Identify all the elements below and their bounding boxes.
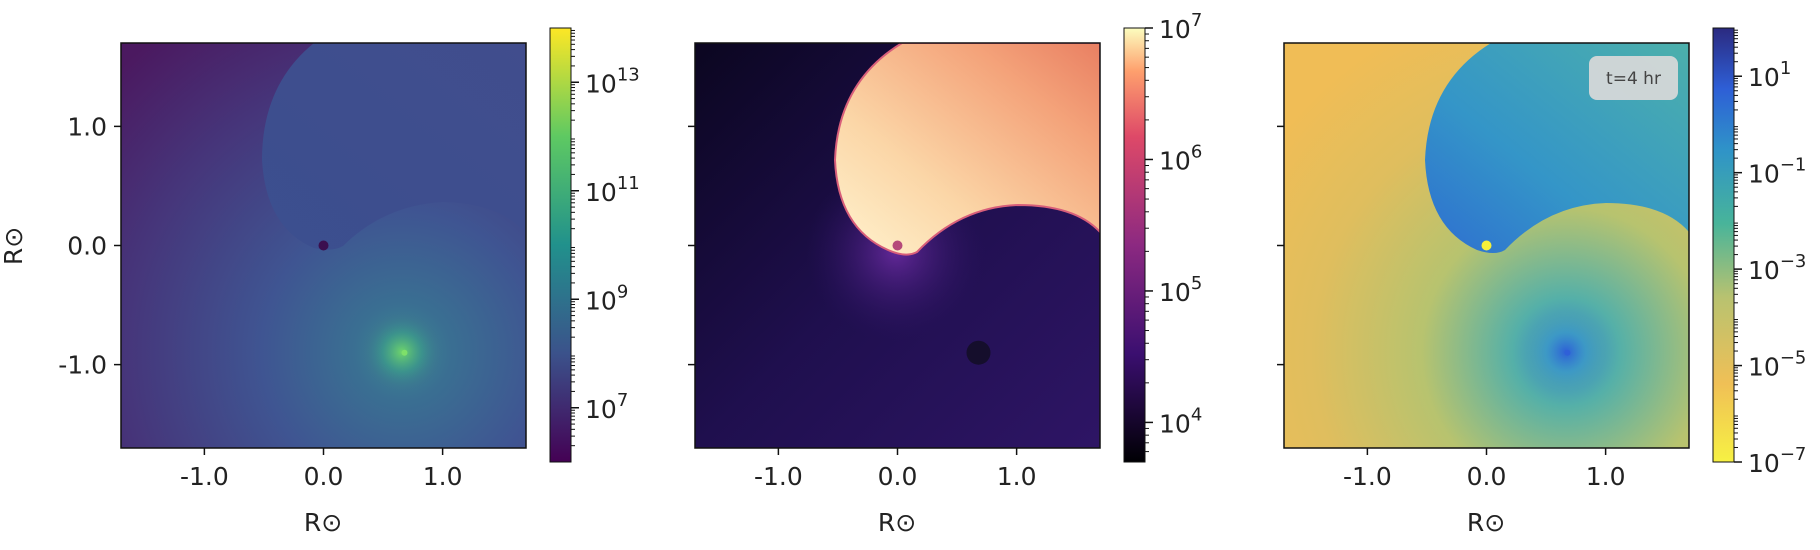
x-tick-label: 0.0 [1467, 462, 1507, 491]
marker-point [1564, 349, 1571, 356]
colorbar-tick-label: 10−5 [1748, 348, 1806, 382]
colorbar-tick-label: 10−7 [1748, 444, 1806, 478]
colorbar-tick-exponent: 9 [617, 281, 628, 302]
x-axis-label-2: R⊙ [878, 508, 916, 537]
colorbar-tick-base: 10 [1748, 63, 1780, 92]
axis-ticks-1: -1.0 0.0 1.0 1.0 0.0 -1.0 [58, 112, 462, 491]
heatmap-image-1 [121, 43, 526, 448]
x-tick-label: 1.0 [997, 462, 1037, 491]
axis-ticks-3: -1.0 0.0 1.0 [1277, 125, 1626, 491]
colorbar-tick-exponent: 5 [1191, 273, 1202, 294]
colorbar-tick-base: 10 [1748, 353, 1780, 382]
colorbar-tick-base: 10 [1748, 449, 1780, 478]
colorbar-tick-exponent: 7 [1191, 10, 1202, 31]
colorbar-tick-label: 105 [1159, 273, 1202, 307]
colorbar-tick-label: 1011 [585, 173, 640, 207]
colorbar-tick-exponent: 6 [1191, 141, 1202, 162]
marker-point [401, 349, 408, 356]
x-tick-label: -1.0 [754, 462, 803, 491]
markers-2 [892, 240, 991, 365]
colorbar-tick-label: 107 [1159, 10, 1202, 44]
x-axis-label-1: R⊙ [304, 508, 342, 537]
colorbar-tick-base: 10 [585, 69, 617, 98]
colorbar-1 [549, 27, 572, 463]
time-annotation-box: t=4 hr [1589, 56, 1678, 100]
colorbar-tick-base: 10 [1159, 278, 1191, 307]
x-axis-label-3: R⊙ [1467, 508, 1505, 537]
panel-1: -1.0 0.0 1.01.00.0-1.0 R⊙ R⊙ 1013101110910… [0, 27, 640, 537]
colorbar-tick-label: 104 [1159, 404, 1202, 438]
colorbar-tick-exponent: 1 [1780, 58, 1791, 79]
colorbar-3 [1712, 27, 1735, 463]
markers-1 [318, 240, 408, 356]
x-tick-label: -1.0 [1343, 462, 1392, 491]
colorbar-tick-exponent: −1 [1780, 155, 1807, 176]
colorbar-tick-label: 1013 [585, 64, 640, 98]
colorbar-tick-exponent: 13 [617, 64, 640, 85]
y-axis-label-1: R⊙ [0, 227, 28, 265]
colorbar-tick-base: 10 [1159, 146, 1191, 175]
colorbar-tick-label: 10−1 [1748, 155, 1806, 189]
colorbar-tick-label: 101 [1748, 58, 1791, 92]
colorbar-tick-base: 10 [1159, 409, 1191, 438]
colorbar-tick-base: 10 [585, 286, 617, 315]
y-tick-label: 0.0 [67, 232, 107, 261]
marker-point [966, 340, 991, 365]
colorbar-tick-base: 10 [1159, 15, 1191, 44]
marker-point [318, 240, 329, 251]
colorbar-tick-base: 10 [1748, 160, 1780, 189]
colorbar-tick-exponent: 11 [617, 173, 640, 194]
markers-3 [1481, 240, 1571, 356]
colorbar-tick-exponent: −5 [1780, 348, 1807, 369]
x-tick-label: -1.0 [180, 462, 229, 491]
colorbar-tick-base: 10 [585, 395, 617, 424]
colorbar-tick-base: 10 [1748, 256, 1780, 285]
x-tick-label: 0.0 [304, 462, 344, 491]
x-tick-label: 1.0 [1586, 462, 1626, 491]
axis-ticks-2: -1.0 0.0 1.0 [688, 125, 1037, 491]
x-tick-label: 1.0 [423, 462, 463, 491]
colorbar-tick-label: 10−3 [1748, 251, 1806, 285]
marker-point [1481, 240, 1492, 251]
colorbar-tick-exponent: 4 [1191, 404, 1202, 425]
colorbar-tick-label: 109 [585, 281, 628, 315]
colorbar-tick-label: 106 [1159, 141, 1202, 175]
colorbar-tick-exponent: 7 [617, 390, 628, 411]
colorbar-tick-label: 107 [585, 390, 628, 424]
colorbar-2 [1123, 27, 1146, 463]
marker-point [892, 240, 903, 251]
colorbar-tick-exponent: −7 [1780, 444, 1807, 465]
x-tick-label: 0.0 [878, 462, 918, 491]
colorbar-tick-base: 10 [585, 178, 617, 207]
y-tick-label: 1.0 [67, 112, 107, 141]
y-tick-label: -1.0 [58, 351, 107, 380]
time-annotation: t=4 hr [1606, 69, 1661, 89]
colorbar-tick-exponent: −3 [1780, 251, 1807, 272]
